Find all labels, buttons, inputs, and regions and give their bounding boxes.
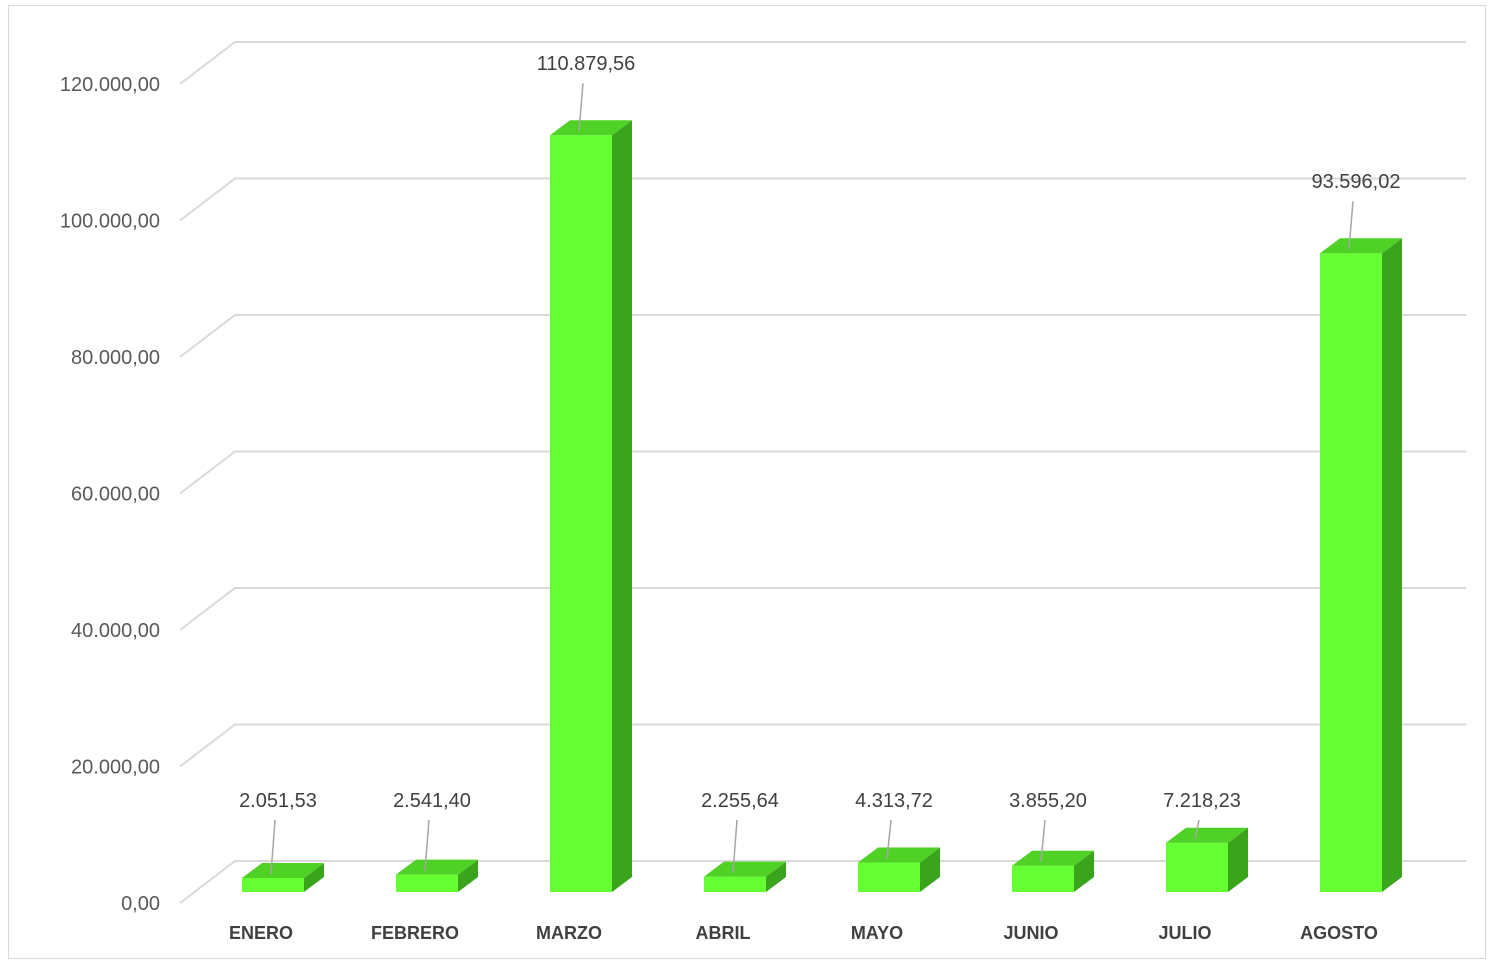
- bar-top: [550, 120, 632, 136]
- gridline: [179, 860, 1466, 904]
- category-label: JUNIO: [1003, 923, 1058, 943]
- bar-side: [304, 862, 324, 892]
- bar-top: [1166, 827, 1248, 843]
- gridline: [179, 587, 1466, 631]
- gridline: [179, 41, 1466, 85]
- bar-side: [1228, 827, 1248, 892]
- gridline: [179, 723, 1466, 768]
- bar-side: [1074, 850, 1094, 892]
- data-label: 3.855,20: [1009, 790, 1087, 812]
- gridline: [179, 177, 1466, 222]
- y-tick-label: 20.000,00: [71, 757, 160, 779]
- bar-top: [1320, 238, 1402, 254]
- category-label: FEBRERO: [371, 923, 459, 943]
- data-labels: 2.051,53 2.541,40 110.879,56 2.255,64 4.313,…: [239, 53, 1401, 875]
- y-tick-label: 80.000,00: [71, 347, 160, 369]
- data-label: 2.541,40: [393, 790, 471, 812]
- data-label: 93.596,02: [1312, 171, 1401, 193]
- bar-top: [242, 862, 324, 878]
- leader-line: [424, 819, 430, 871]
- gridline: [179, 314, 1466, 358]
- y-axis-tick-labels: 0,00 20.000,00 40.000,00 60.000,00 80.000,00…: [60, 74, 160, 915]
- y-tick-label: 0,00: [121, 893, 160, 915]
- chart-frame: [8, 5, 1486, 959]
- bar: [550, 135, 612, 892]
- bar-side: [612, 120, 632, 892]
- bar: [704, 876, 766, 892]
- leader-line: [578, 83, 584, 132]
- category-label: JULIO: [1158, 923, 1211, 943]
- bar-top: [704, 861, 786, 877]
- bar: [858, 862, 920, 892]
- gridline: [179, 450, 1466, 495]
- data-label: 110.879,56: [537, 53, 636, 75]
- bars: [242, 120, 1402, 893]
- leader-line: [1194, 819, 1200, 839]
- bar-side: [766, 861, 786, 892]
- bar-top: [396, 859, 478, 875]
- bar-top: [858, 847, 940, 863]
- y-tick-label: 60.000,00: [71, 484, 160, 506]
- data-label: 7.218,23: [1163, 790, 1241, 812]
- bar: [1012, 865, 1074, 892]
- leader-line: [1040, 819, 1046, 862]
- leader-line: [886, 819, 892, 859]
- data-label: 2.051,53: [239, 790, 317, 812]
- category-labels: ENERO FEBRERO MARZO ABRIL MAYO JUNIO JULIO AGOS…: [229, 923, 1378, 943]
- bar: [242, 877, 304, 892]
- bar: [1166, 842, 1228, 892]
- leader-line: [270, 819, 276, 875]
- bar-side: [458, 859, 478, 892]
- grid-layer: [179, 41, 1466, 904]
- category-label: MARZO: [536, 923, 602, 943]
- category-label: AGOSTO: [1300, 923, 1378, 943]
- category-label: MAYO: [851, 923, 903, 943]
- bar: [396, 874, 458, 892]
- leader-line: [1348, 201, 1354, 250]
- category-label: ENERO: [229, 923, 293, 943]
- bar-top: [1012, 850, 1094, 866]
- data-label: 2.255,64: [701, 790, 779, 812]
- leader-line: [732, 819, 738, 873]
- y-tick-label: 40.000,00: [71, 620, 160, 642]
- bar: [1320, 253, 1382, 893]
- y-tick-label: 100.000,00: [60, 211, 160, 233]
- data-label: 4.313,72: [855, 790, 933, 812]
- category-label: ABRIL: [696, 923, 751, 943]
- y-tick-label: 120.000,00: [60, 74, 160, 96]
- bar-side: [1382, 238, 1402, 893]
- bar-side: [920, 847, 940, 892]
